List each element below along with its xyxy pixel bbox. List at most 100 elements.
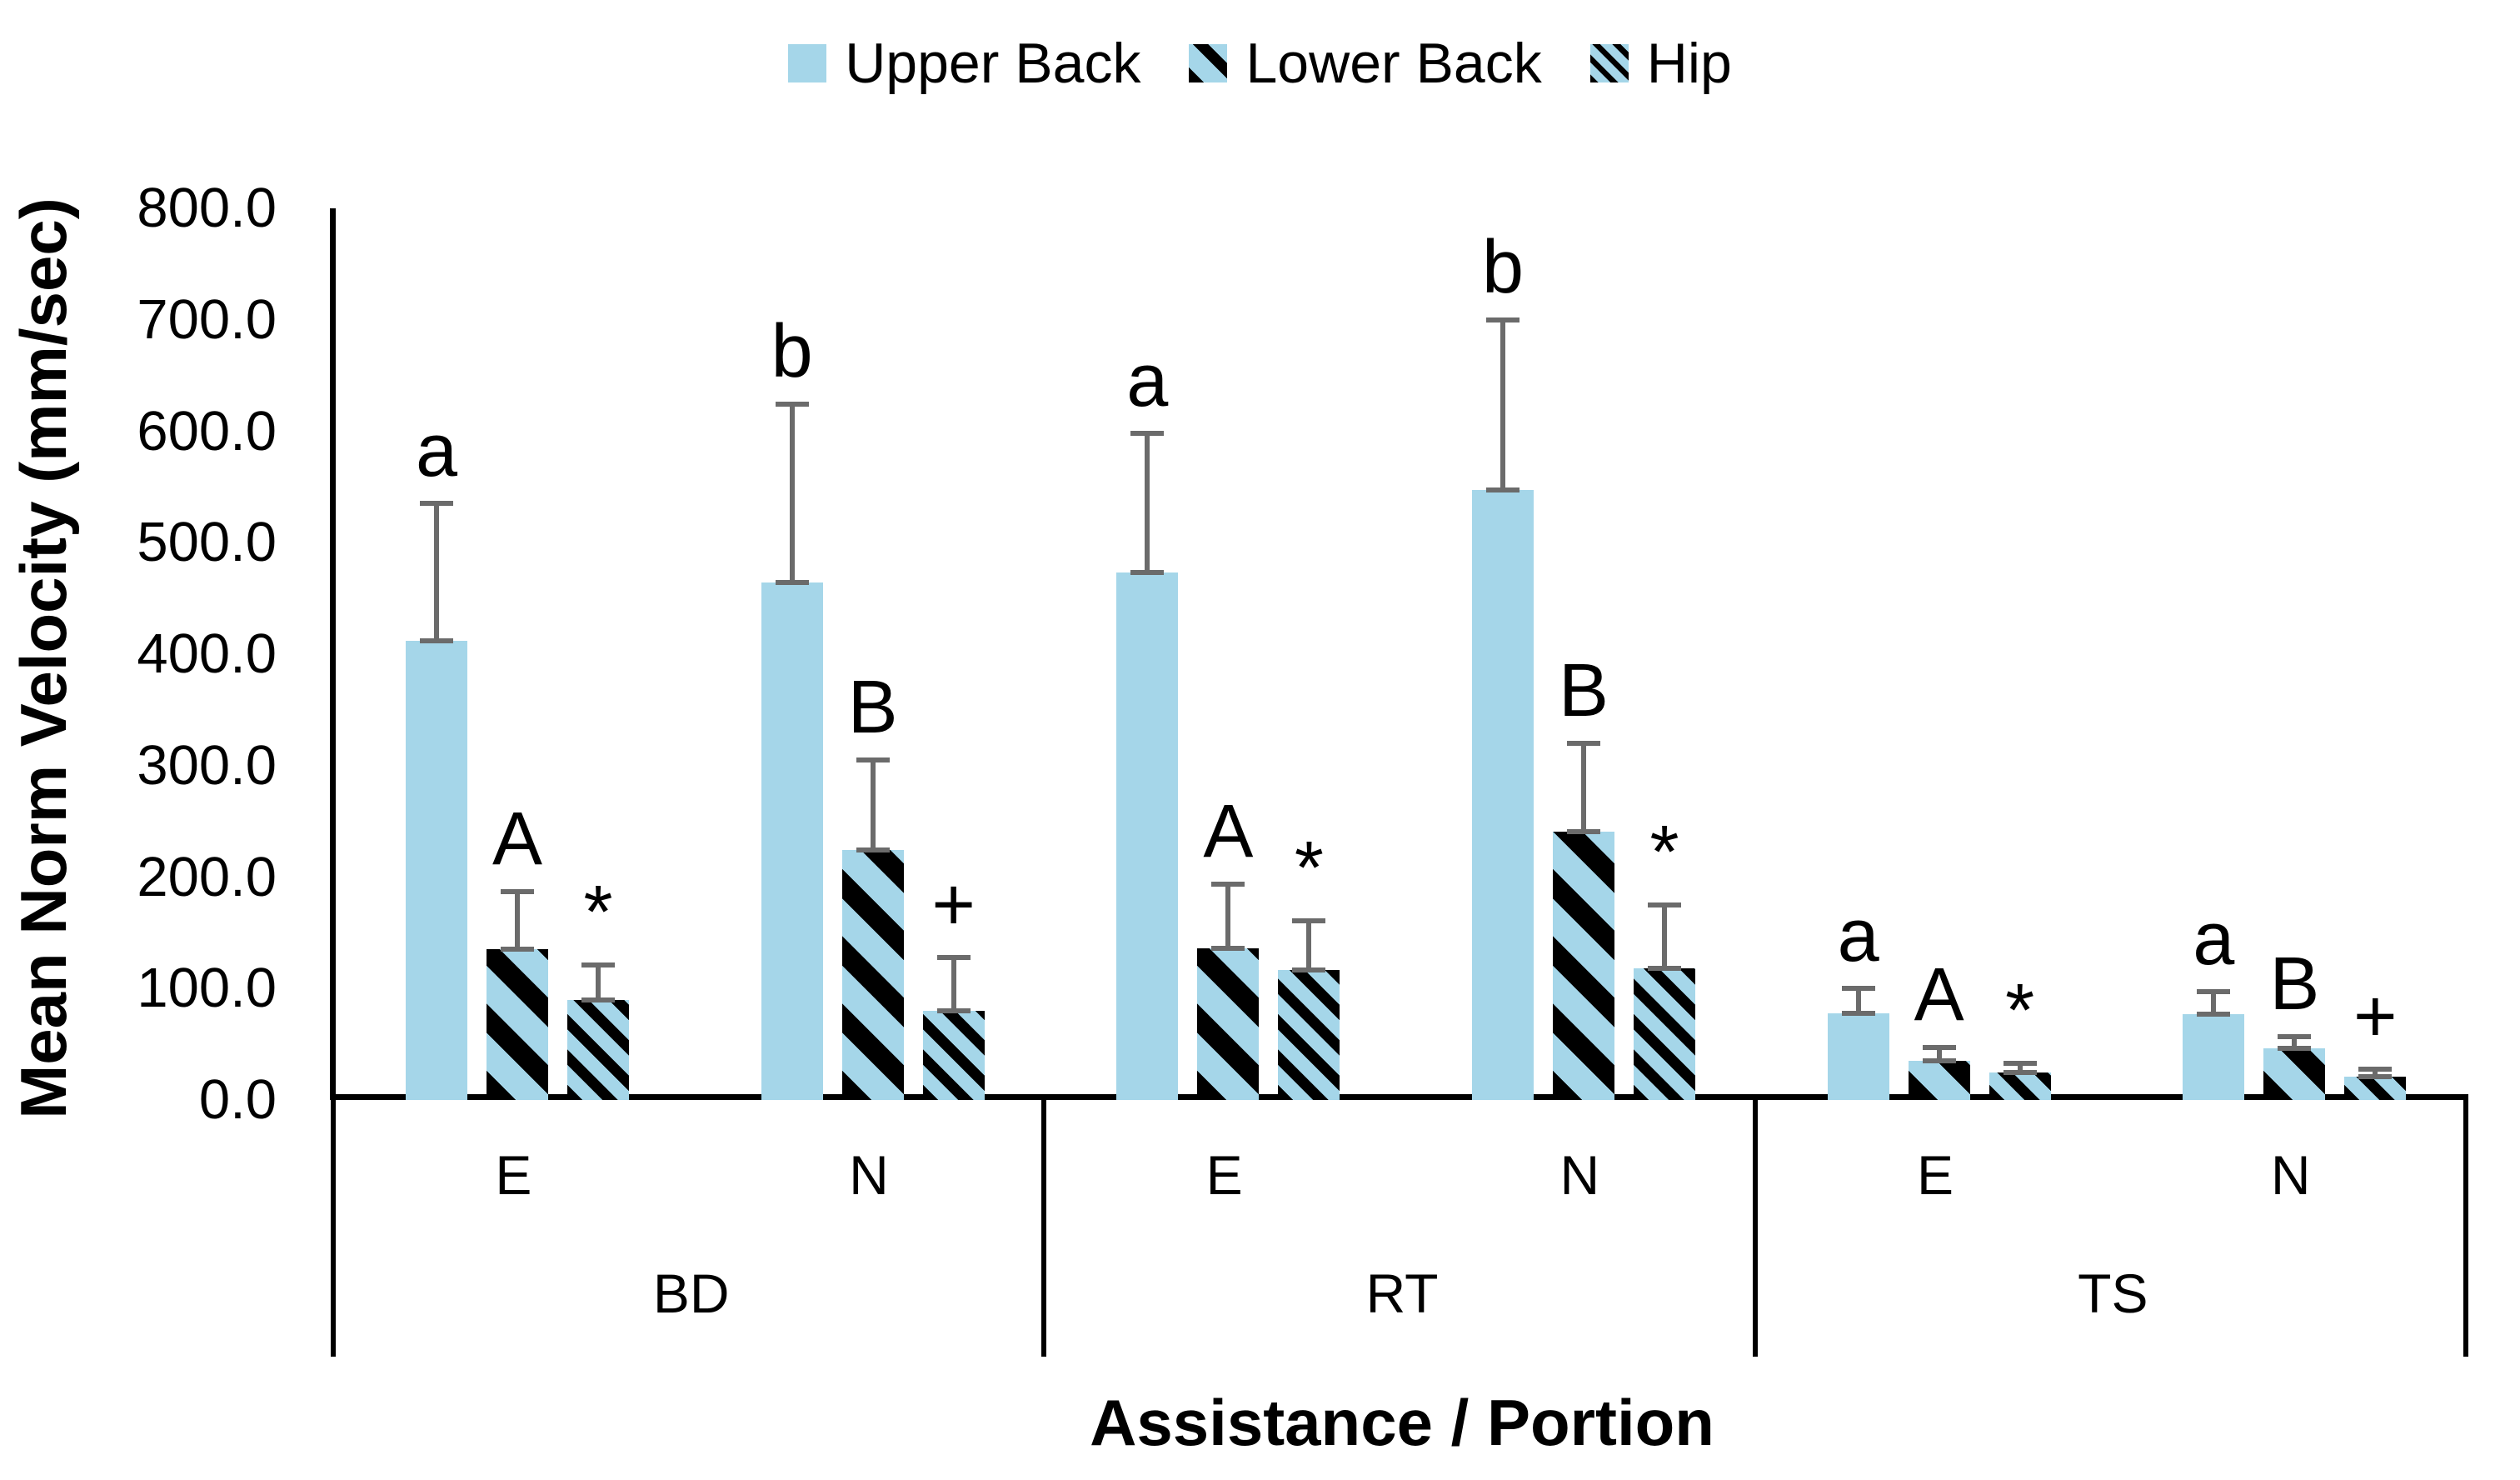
bar-hip-bd-e [567,999,629,1100]
group-label-bd: BD [652,1262,730,1324]
legend-label-hip: Hip [1646,32,1732,95]
error-bar-lower-back-rt-e [1225,883,1231,949]
error-bar-lower-back-ts-n [2292,1036,2298,1049]
bar-hip-rt-e [1278,969,1340,1100]
error-bar-hip-ts-e [2017,1062,2023,1072]
bar-lower-back-rt-e [1197,948,1260,1100]
y-tick-label-200: 200.0 [137,845,277,908]
bar-upper-back-bd-e [406,640,467,1100]
y-axis-line [330,208,336,1100]
bar-lower-back-rt-n [1553,831,1614,1100]
significance-annotation-lower-back-ts-n: B [2269,942,2320,1026]
bar-hip-ts-n [2344,1076,2407,1100]
significance-annotation-hip-rt-e: * [1294,826,1324,910]
error-bar-top-cap-lower-back-rt-e [1211,881,1245,887]
x-axis-line [330,1094,2468,1100]
error-bar-top-cap-lower-back-bd-n [856,758,890,763]
y-tick-label-0: 0.0 [198,1068,277,1131]
y-tick-label-800: 800.0 [137,177,277,239]
legend-label-upper-back: Upper Back [845,32,1141,95]
legend-item-hip: Hip [1589,32,1732,95]
error-bar-bottom-cap-upper-back-rt-n [1486,488,1519,493]
error-bar-upper-back-rt-e [1145,433,1150,573]
error-bar-lower-back-ts-e [1936,1048,1942,1062]
significance-annotation-hip-ts-e: * [2005,968,2035,1052]
error-bar-top-cap-lower-back-ts-e [1922,1045,1956,1051]
significance-annotation-upper-back-ts-n: a [2193,898,2235,982]
error-bar-hip-rt-n [1662,904,1667,969]
bar-lower-back-ts-e [1908,1061,1970,1100]
significance-annotation-upper-back-bd-n: b [771,310,813,394]
error-bar-top-cap-upper-back-rt-e [1130,431,1165,437]
error-bar-bottom-cap-lower-back-bd-n [856,848,890,853]
legend-item-upper-back: Upper Back [788,35,1140,92]
bar-upper-back-rt-e [1116,572,1179,1100]
subgroup-label-bd-n: N [849,1144,889,1206]
error-bar-bottom-cap-lower-back-bd-e [501,947,534,952]
error-bar-top-cap-lower-back-rt-n [1567,741,1600,746]
bar-hip-ts-e [1989,1072,2051,1100]
significance-annotation-hip-bd-e: * [583,871,613,955]
bar-hip-bd-n [922,1011,985,1100]
y-tick-label-700: 700.0 [137,288,277,351]
error-bar-hip-bd-n [951,957,956,1011]
error-bar-hip-rt-e [1306,920,1312,970]
error-bar-upper-back-bd-e [434,503,439,641]
legend: Upper Back Lower Back Hip [0,32,2520,95]
error-bar-bottom-cap-hip-rt-e [1292,967,1326,972]
error-bar-bottom-cap-lower-back-ts-n [2278,1046,2312,1052]
error-bar-top-cap-hip-bd-e [581,962,615,968]
significance-annotation-lower-back-ts-e: A [1914,953,1964,1038]
error-bar-upper-back-bd-n [789,404,795,583]
error-bar-top-cap-hip-bd-n [936,954,971,960]
error-bar-top-cap-upper-back-rt-n [1486,317,1519,322]
x-axis-title: Assistance / Portion [1090,1386,1714,1459]
category-table-right-border [2463,1100,2468,1357]
error-bar-upper-back-ts-e [1855,988,1861,1013]
group-label-ts: TS [2078,1262,2148,1324]
error-bar-lower-back-bd-n [870,760,876,851]
error-bar-bottom-cap-hip-bd-e [581,997,615,1002]
subgroup-label-ts-n: N [2270,1144,2311,1206]
error-bar-top-cap-hip-rt-n [1648,902,1681,908]
bar-upper-back-ts-n [2183,1014,2245,1100]
error-bar-bottom-cap-upper-back-bd-e [420,638,453,643]
significance-annotation-upper-back-ts-e: a [1837,894,1879,978]
category-table-divider-2 [1752,1100,1758,1357]
error-bar-top-cap-hip-ts-e [2003,1060,2037,1066]
error-bar-bottom-cap-hip-ts-n [2358,1073,2393,1079]
error-bar-upper-back-ts-n [2211,992,2217,1014]
bar-lower-back-bd-n [841,850,904,1100]
significance-annotation-upper-back-rt-n: b [1481,225,1524,309]
error-bar-top-cap-hip-ts-n [2358,1066,2393,1072]
legend-swatch-hip [1589,44,1629,82]
error-bar-bottom-cap-upper-back-bd-n [775,580,809,586]
error-bar-top-cap-hip-rt-e [1292,918,1326,923]
legend-swatch-lower-back [1189,44,1228,82]
category-table-divider-1 [1041,1100,1047,1357]
error-bar-bottom-cap-hip-rt-n [1648,966,1681,972]
error-bar-top-cap-upper-back-bd-n [775,402,809,408]
error-bar-hip-ts-n [2373,1068,2378,1077]
legend-swatch-upper-back [788,44,827,82]
y-tick-label-100: 100.0 [137,957,277,1020]
bar-hip-rt-n [1634,968,1695,1100]
error-bar-bottom-cap-upper-back-ts-e [1841,1010,1875,1016]
error-bar-lower-back-bd-e [515,891,520,950]
error-bar-hip-bd-e [596,965,601,1000]
error-bar-bottom-cap-lower-back-ts-e [1922,1058,1956,1064]
error-bar-top-cap-lower-back-bd-e [501,888,534,894]
y-tick-label-500: 500.0 [137,511,277,574]
error-bar-bottom-cap-hip-bd-n [936,1008,971,1013]
bar-upper-back-bd-n [761,582,823,1100]
error-bar-upper-back-rt-n [1500,319,1505,491]
error-bar-bottom-cap-upper-back-ts-n [2197,1012,2231,1017]
error-bar-bottom-cap-upper-back-rt-e [1130,570,1165,576]
significance-annotation-lower-back-bd-e: A [492,797,543,881]
significance-annotation-hip-ts-n: + [2353,974,2398,1058]
subgroup-label-rt-n: N [1559,1144,1600,1206]
bar-upper-back-rt-n [1472,490,1534,1100]
bar-upper-back-ts-e [1827,1012,1889,1100]
group-label-rt: RT [1365,1262,1439,1324]
significance-annotation-upper-back-rt-e: a [1126,339,1169,423]
